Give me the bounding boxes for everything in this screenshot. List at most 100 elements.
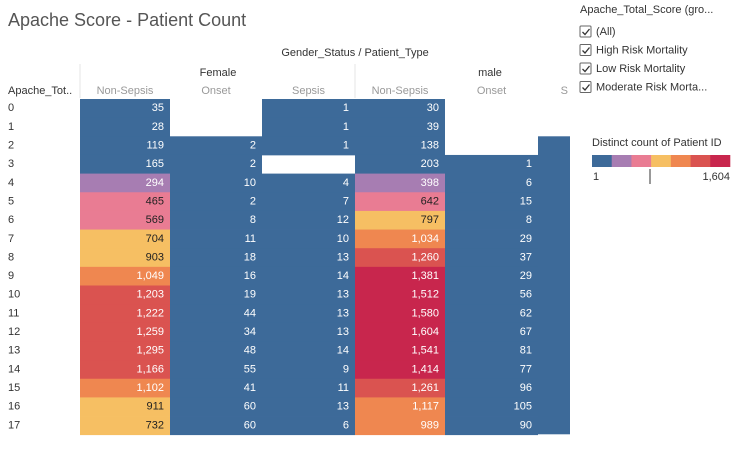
heat-cell bbox=[170, 341, 262, 361]
cell-label: 14 bbox=[337, 345, 349, 357]
cell-label: 39 bbox=[427, 121, 439, 133]
filter-option[interactable]: (All) bbox=[596, 26, 616, 38]
heat-cell bbox=[445, 378, 538, 398]
heat-cell bbox=[445, 154, 538, 174]
row-label: 2 bbox=[8, 140, 14, 152]
heat-cell bbox=[445, 210, 538, 230]
heat-cell bbox=[445, 248, 538, 268]
heat-cell bbox=[445, 266, 538, 286]
row-label: 8 bbox=[8, 251, 14, 263]
heat-cell bbox=[170, 192, 262, 212]
column-label: Onset bbox=[477, 85, 506, 97]
row-label: 1 bbox=[8, 121, 14, 133]
legend-min: 1 bbox=[593, 171, 599, 183]
heat-cell bbox=[80, 210, 170, 230]
cell-label: 29 bbox=[520, 233, 532, 245]
row-label: 10 bbox=[8, 289, 20, 301]
legend-swatch bbox=[651, 155, 672, 167]
heat-cell bbox=[355, 378, 445, 398]
heat-cell bbox=[445, 360, 538, 380]
row-label: 17 bbox=[8, 419, 20, 431]
heat-cell bbox=[80, 117, 170, 137]
cell-label: 1,260 bbox=[411, 251, 439, 263]
cell-label: 1,604 bbox=[411, 326, 439, 338]
row-label: 5 bbox=[8, 195, 14, 207]
checkbox[interactable] bbox=[579, 44, 592, 56]
cell-label: 30 bbox=[427, 102, 439, 114]
heat-cell bbox=[355, 304, 445, 324]
cell-label: 1,102 bbox=[136, 382, 164, 394]
row-label: 0 bbox=[8, 102, 14, 114]
cell-label: 13 bbox=[337, 307, 349, 319]
cell-label: 7 bbox=[343, 195, 349, 207]
heat-cell bbox=[170, 173, 262, 193]
cell-label: 34 bbox=[244, 326, 256, 338]
row-label: 12 bbox=[8, 326, 20, 338]
cell-label: 56 bbox=[520, 289, 532, 301]
cell-label: 90 bbox=[520, 419, 532, 431]
heat-cell bbox=[170, 229, 262, 249]
cell-label: 14 bbox=[337, 270, 349, 282]
heat-cell bbox=[80, 136, 170, 156]
cell-label: 398 bbox=[421, 177, 439, 189]
heat-cell bbox=[80, 416, 170, 436]
heat-cell bbox=[355, 192, 445, 212]
heat-cell bbox=[80, 99, 170, 119]
legend-swatch bbox=[690, 155, 711, 167]
cell-label: 1 bbox=[343, 140, 349, 152]
column-label: Non-Sepsis bbox=[97, 85, 154, 97]
heat-cell bbox=[445, 192, 538, 212]
filter-option[interactable]: High Risk Mortality bbox=[596, 44, 688, 56]
checkbox[interactable] bbox=[579, 62, 592, 75]
cell-label: 18 bbox=[244, 251, 256, 263]
column-label: Onset bbox=[201, 85, 230, 97]
heat-cell bbox=[262, 192, 355, 212]
row-label: 16 bbox=[8, 401, 20, 413]
cell-label: 989 bbox=[421, 419, 439, 431]
heat-cell bbox=[445, 285, 538, 305]
cell-label: 81 bbox=[520, 345, 532, 357]
filter-option[interactable]: Low Risk Mortality bbox=[596, 63, 686, 75]
cell-label: 797 bbox=[421, 214, 439, 226]
heat-cell bbox=[80, 285, 170, 305]
cell-label: 465 bbox=[146, 195, 164, 207]
cell-label: 165 bbox=[146, 158, 164, 170]
heat-cell bbox=[262, 173, 355, 193]
cell-label: 138 bbox=[421, 140, 439, 152]
cell-label: 1,203 bbox=[136, 289, 164, 301]
cell-label: 13 bbox=[337, 326, 349, 338]
cell-label: 203 bbox=[421, 158, 439, 170]
cell-label: 15 bbox=[520, 195, 532, 207]
cell-label: 1,261 bbox=[411, 382, 439, 394]
cell-label: 105 bbox=[514, 401, 532, 413]
heat-cell bbox=[355, 136, 445, 156]
heat-cell bbox=[445, 341, 538, 361]
row-label: 15 bbox=[8, 382, 20, 394]
check-mark bbox=[582, 47, 591, 54]
heat-cell bbox=[355, 117, 445, 137]
cell-label: 1,580 bbox=[411, 307, 439, 319]
cell-label: 6 bbox=[526, 177, 532, 189]
checkbox[interactable] bbox=[579, 25, 592, 38]
heat-cell bbox=[170, 248, 262, 268]
cell-label: 35 bbox=[152, 102, 164, 114]
cell-label: 642 bbox=[421, 195, 439, 207]
group-label: Female bbox=[200, 67, 237, 79]
cell-label: 4 bbox=[343, 177, 349, 189]
cell-label: 1,541 bbox=[411, 345, 439, 357]
cell-label: 10 bbox=[244, 177, 256, 189]
cell-label: 11 bbox=[245, 233, 256, 245]
heat-cell bbox=[80, 322, 170, 342]
filter-option[interactable]: Moderate Risk Morta... bbox=[596, 81, 707, 93]
heat-cell bbox=[445, 173, 538, 193]
heat-cell bbox=[170, 378, 262, 398]
heat-cell bbox=[355, 210, 445, 230]
row-label: 6 bbox=[8, 214, 14, 226]
heat-cell bbox=[262, 117, 355, 137]
checkbox[interactable] bbox=[579, 81, 592, 93]
legend-swatch bbox=[670, 155, 691, 167]
heat-cell bbox=[80, 266, 170, 286]
cell-label: 67 bbox=[520, 326, 532, 338]
heat-cell bbox=[355, 99, 445, 119]
